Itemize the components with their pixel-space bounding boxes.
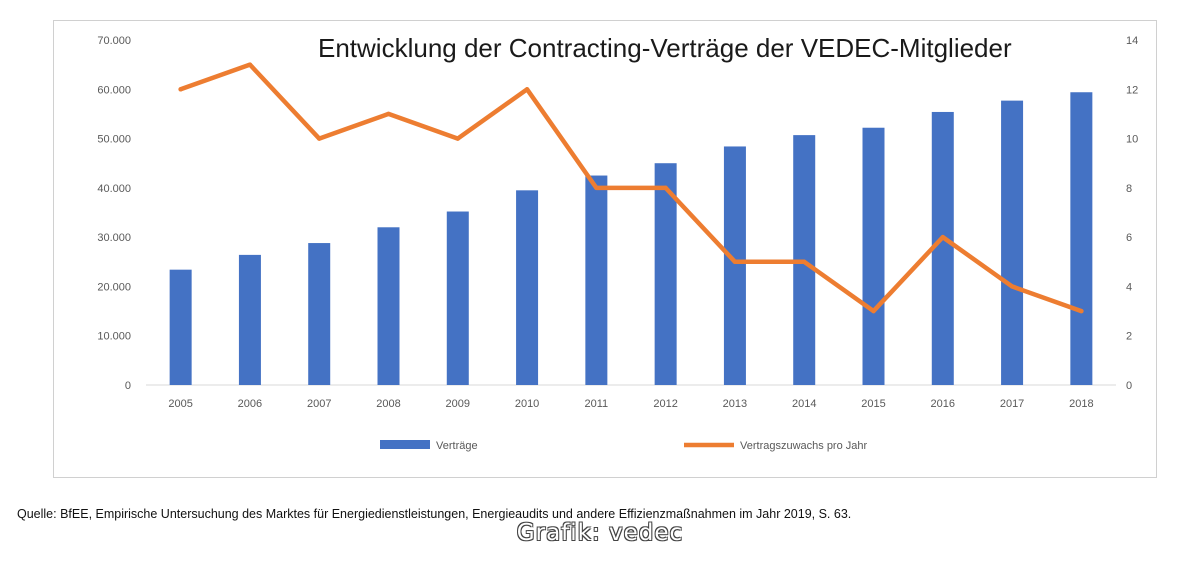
line-point xyxy=(524,87,530,92)
bar xyxy=(377,227,400,385)
line-point xyxy=(317,136,322,141)
bar xyxy=(169,269,192,385)
line-point xyxy=(802,259,807,264)
x-tick-label: 2018 xyxy=(1069,398,1093,410)
line-point xyxy=(871,308,876,314)
bar xyxy=(238,254,261,385)
line-point xyxy=(663,185,668,191)
y-left-tick-label: 10.000 xyxy=(97,331,131,343)
bar xyxy=(654,163,677,385)
y-left-tick-label: 20.000 xyxy=(97,281,131,293)
y-left-tick-label: 50.000 xyxy=(97,134,131,146)
bar xyxy=(516,190,539,385)
x-tick-label: 2014 xyxy=(792,398,816,410)
x-tick-label: 2017 xyxy=(1000,398,1024,410)
y-left-tick-label: 0 xyxy=(125,380,131,392)
line-series xyxy=(178,62,1084,314)
y-right-tick-label: 14 xyxy=(1126,35,1138,47)
line-point xyxy=(1079,308,1084,314)
y-right-tick-label: 10 xyxy=(1126,134,1138,146)
x-tick-label: 2009 xyxy=(446,398,470,410)
bar xyxy=(723,146,746,385)
x-tick-label: 2005 xyxy=(168,398,192,410)
x-tick-label: 2016 xyxy=(931,398,955,410)
chart-title: Entwicklung der Contracting-Verträge der… xyxy=(318,33,1012,63)
bar xyxy=(862,127,885,385)
bar xyxy=(308,243,331,385)
bar xyxy=(585,175,608,385)
y-left-tick-label: 60.000 xyxy=(97,84,131,96)
y-left-tick-label: 40.000 xyxy=(97,183,131,195)
y-left-tick-label: 30.000 xyxy=(97,232,131,244)
x-tick-label: 2012 xyxy=(653,398,677,410)
combo-chart: 0 10.000 20.000 30.000 40.000 50.000 60.000 70.… xyxy=(97,33,1138,452)
line-point xyxy=(940,234,945,240)
y-right-tick-label: 12 xyxy=(1126,84,1138,96)
bar xyxy=(446,211,469,385)
y-right-tick-label: 8 xyxy=(1126,183,1132,195)
x-tick-label: 2011 xyxy=(585,398,609,410)
line-point xyxy=(1009,284,1015,289)
y-right-tick-label: 6 xyxy=(1126,232,1132,244)
chart-frame: 0 10.000 20.000 30.000 40.000 50.000 60.000 70.… xyxy=(53,20,1157,478)
x-tick-label: 2015 xyxy=(861,398,885,410)
line-point xyxy=(732,259,738,264)
y-right-tick-label: 2 xyxy=(1126,331,1132,343)
line-point xyxy=(247,62,253,67)
bar xyxy=(1070,92,1093,385)
line-point xyxy=(455,136,460,141)
x-tick-label: 2010 xyxy=(515,398,539,410)
legend-line-label: Vertragszuwachs pro Jahr xyxy=(740,440,868,452)
bar xyxy=(931,111,954,385)
legend-bar-label: Verträge xyxy=(436,440,478,452)
credit-watermark: Grafik: vedec xyxy=(516,520,684,546)
x-tick-label: 2013 xyxy=(723,398,747,410)
x-tick-label: 2008 xyxy=(376,398,400,410)
legend-bar-swatch xyxy=(380,440,430,449)
source-note: Quelle: BfEE, Empirische Untersuchung de… xyxy=(17,507,852,521)
bar xyxy=(1001,100,1024,385)
x-tick-label: 2006 xyxy=(238,398,262,410)
y-left-tick-label: 70.000 xyxy=(97,35,131,47)
line-point xyxy=(594,185,599,191)
y-right-tick-label: 0 xyxy=(1126,380,1132,392)
line-point xyxy=(178,87,183,92)
x-tick-label: 2007 xyxy=(307,398,331,410)
line-point xyxy=(386,111,391,117)
y-right-tick-label: 4 xyxy=(1126,281,1132,293)
